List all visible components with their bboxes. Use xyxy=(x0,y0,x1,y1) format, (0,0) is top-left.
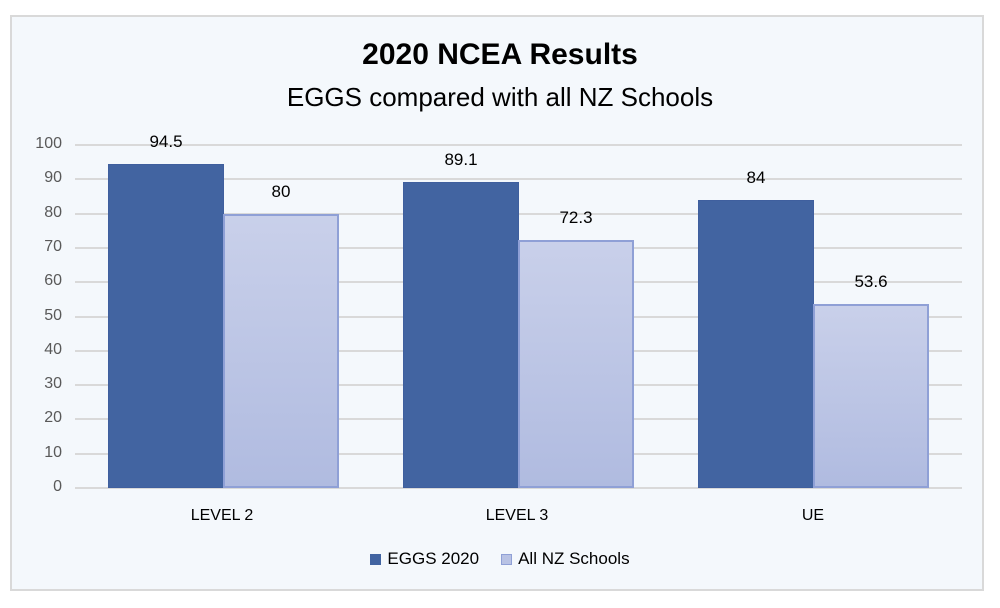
data-label: 89.1 xyxy=(444,150,478,170)
y-axis-tick-label: 0 xyxy=(53,478,62,495)
bar-all-nz-schools-ue[interactable] xyxy=(813,304,929,488)
bar-eggs-2020-level-3[interactable] xyxy=(403,182,519,488)
gridline xyxy=(75,487,962,489)
data-label: 80 xyxy=(271,181,291,201)
bar-all-nz-schools-level-3[interactable] xyxy=(518,240,634,488)
x-axis-label-level-3: LEVEL 3 xyxy=(485,507,549,524)
y-axis-tick-label: 30 xyxy=(44,375,62,393)
legend-label: EGGS 2020 xyxy=(387,549,480,568)
chart-title: 2020 NCEA Results xyxy=(362,38,638,71)
bar-eggs-2020-ue[interactable] xyxy=(698,199,814,488)
y-axis-tick-label: 60 xyxy=(44,272,62,290)
data-label: 84 xyxy=(746,167,766,187)
bar-all-nz-schools-level-2[interactable] xyxy=(223,213,339,488)
legend-item-eggs-2020[interactable]: EGGS 2020 xyxy=(370,549,479,569)
legend-label: All NZ Schools xyxy=(518,549,630,568)
data-label: 72.3 xyxy=(559,208,593,227)
y-axis-tick-label: 20 xyxy=(44,409,62,427)
x-axis-label-ue: UE xyxy=(801,507,825,524)
y-axis-tick-label: 10 xyxy=(44,443,62,461)
chart-subtitle: EGGS compared with all NZ Schools xyxy=(286,82,714,112)
y-axis-tick-label: 80 xyxy=(44,203,62,221)
legend-swatch-icon xyxy=(370,553,382,565)
y-axis-tick-label: 40 xyxy=(44,340,62,358)
y-axis-tick-label: 100 xyxy=(35,135,62,152)
data-label: 53.6 xyxy=(854,272,888,292)
data-label: 94.5 xyxy=(149,131,183,151)
gridline xyxy=(75,144,962,146)
y-axis-tick-label: 90 xyxy=(44,169,62,187)
legend-swatch-icon xyxy=(501,553,513,565)
x-axis-label-level-2: LEVEL 2 xyxy=(190,507,254,524)
bar-eggs-2020-level-2[interactable] xyxy=(108,163,224,488)
y-axis-tick-label: 50 xyxy=(44,306,62,324)
legend: EGGS 2020 All NZ Schools xyxy=(0,549,1000,569)
y-axis-tick-label: 70 xyxy=(44,237,62,255)
legend-item-all-nz-schools[interactable]: All NZ Schools xyxy=(501,549,630,569)
gridline xyxy=(75,178,962,181)
